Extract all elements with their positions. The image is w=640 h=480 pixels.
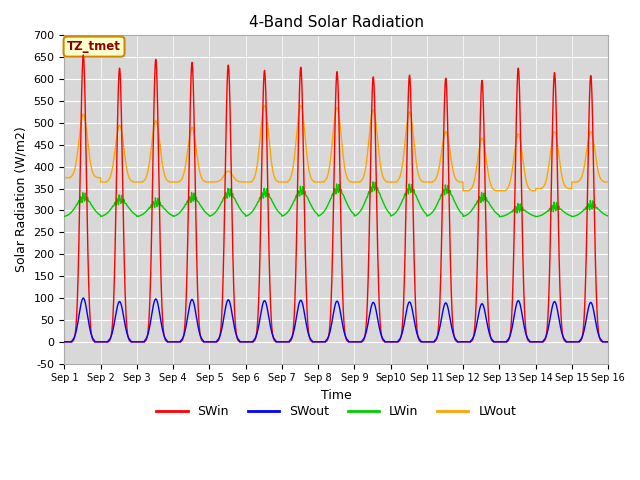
- SWout: [389, 339, 397, 345]
- SWout: [79, 295, 87, 301]
- SWin: [61, 339, 68, 345]
- Text: TZ_tmet: TZ_tmet: [67, 40, 121, 53]
- LWin: [604, 213, 612, 219]
- Line: LWin: LWin: [65, 182, 608, 217]
- LWin: [604, 213, 612, 219]
- SWin: [212, 339, 220, 345]
- LWin: [61, 214, 68, 219]
- SWin: [604, 339, 611, 345]
- LWout: [389, 179, 397, 185]
- SWout: [61, 339, 68, 345]
- LWout: [61, 175, 68, 180]
- LWin: [389, 212, 397, 218]
- SWout: [212, 339, 220, 345]
- SWin: [399, 318, 406, 324]
- SWin: [604, 339, 612, 345]
- LWin: [212, 208, 220, 214]
- Y-axis label: Solar Radiation (W/m2): Solar Radiation (W/m2): [15, 127, 28, 273]
- Line: SWout: SWout: [65, 298, 608, 342]
- LWout: [260, 103, 268, 108]
- SWout: [604, 339, 612, 345]
- Legend: SWin, SWout, LWin, LWout: SWin, SWout, LWin, LWout: [151, 400, 521, 423]
- SWout: [552, 303, 560, 309]
- Line: LWout: LWout: [65, 106, 608, 191]
- SWin: [177, 338, 185, 344]
- LWout: [177, 178, 185, 183]
- Line: SWin: SWin: [65, 55, 608, 342]
- LWin: [369, 179, 377, 185]
- SWout: [177, 337, 185, 343]
- X-axis label: Time: Time: [321, 389, 351, 402]
- LWin: [553, 200, 561, 206]
- SWin: [552, 121, 560, 127]
- LWout: [604, 179, 612, 185]
- SWin: [389, 339, 397, 345]
- SWout: [604, 339, 611, 345]
- LWout: [553, 135, 561, 141]
- LWin: [495, 214, 503, 220]
- SWout: [399, 328, 406, 334]
- LWin: [399, 197, 406, 203]
- SWin: [79, 52, 87, 58]
- Title: 4-Band Solar Radiation: 4-Band Solar Radiation: [249, 15, 424, 30]
- LWout: [460, 188, 467, 193]
- LWout: [212, 179, 220, 185]
- LWout: [604, 179, 612, 185]
- LWin: [177, 208, 185, 214]
- LWout: [399, 160, 406, 166]
